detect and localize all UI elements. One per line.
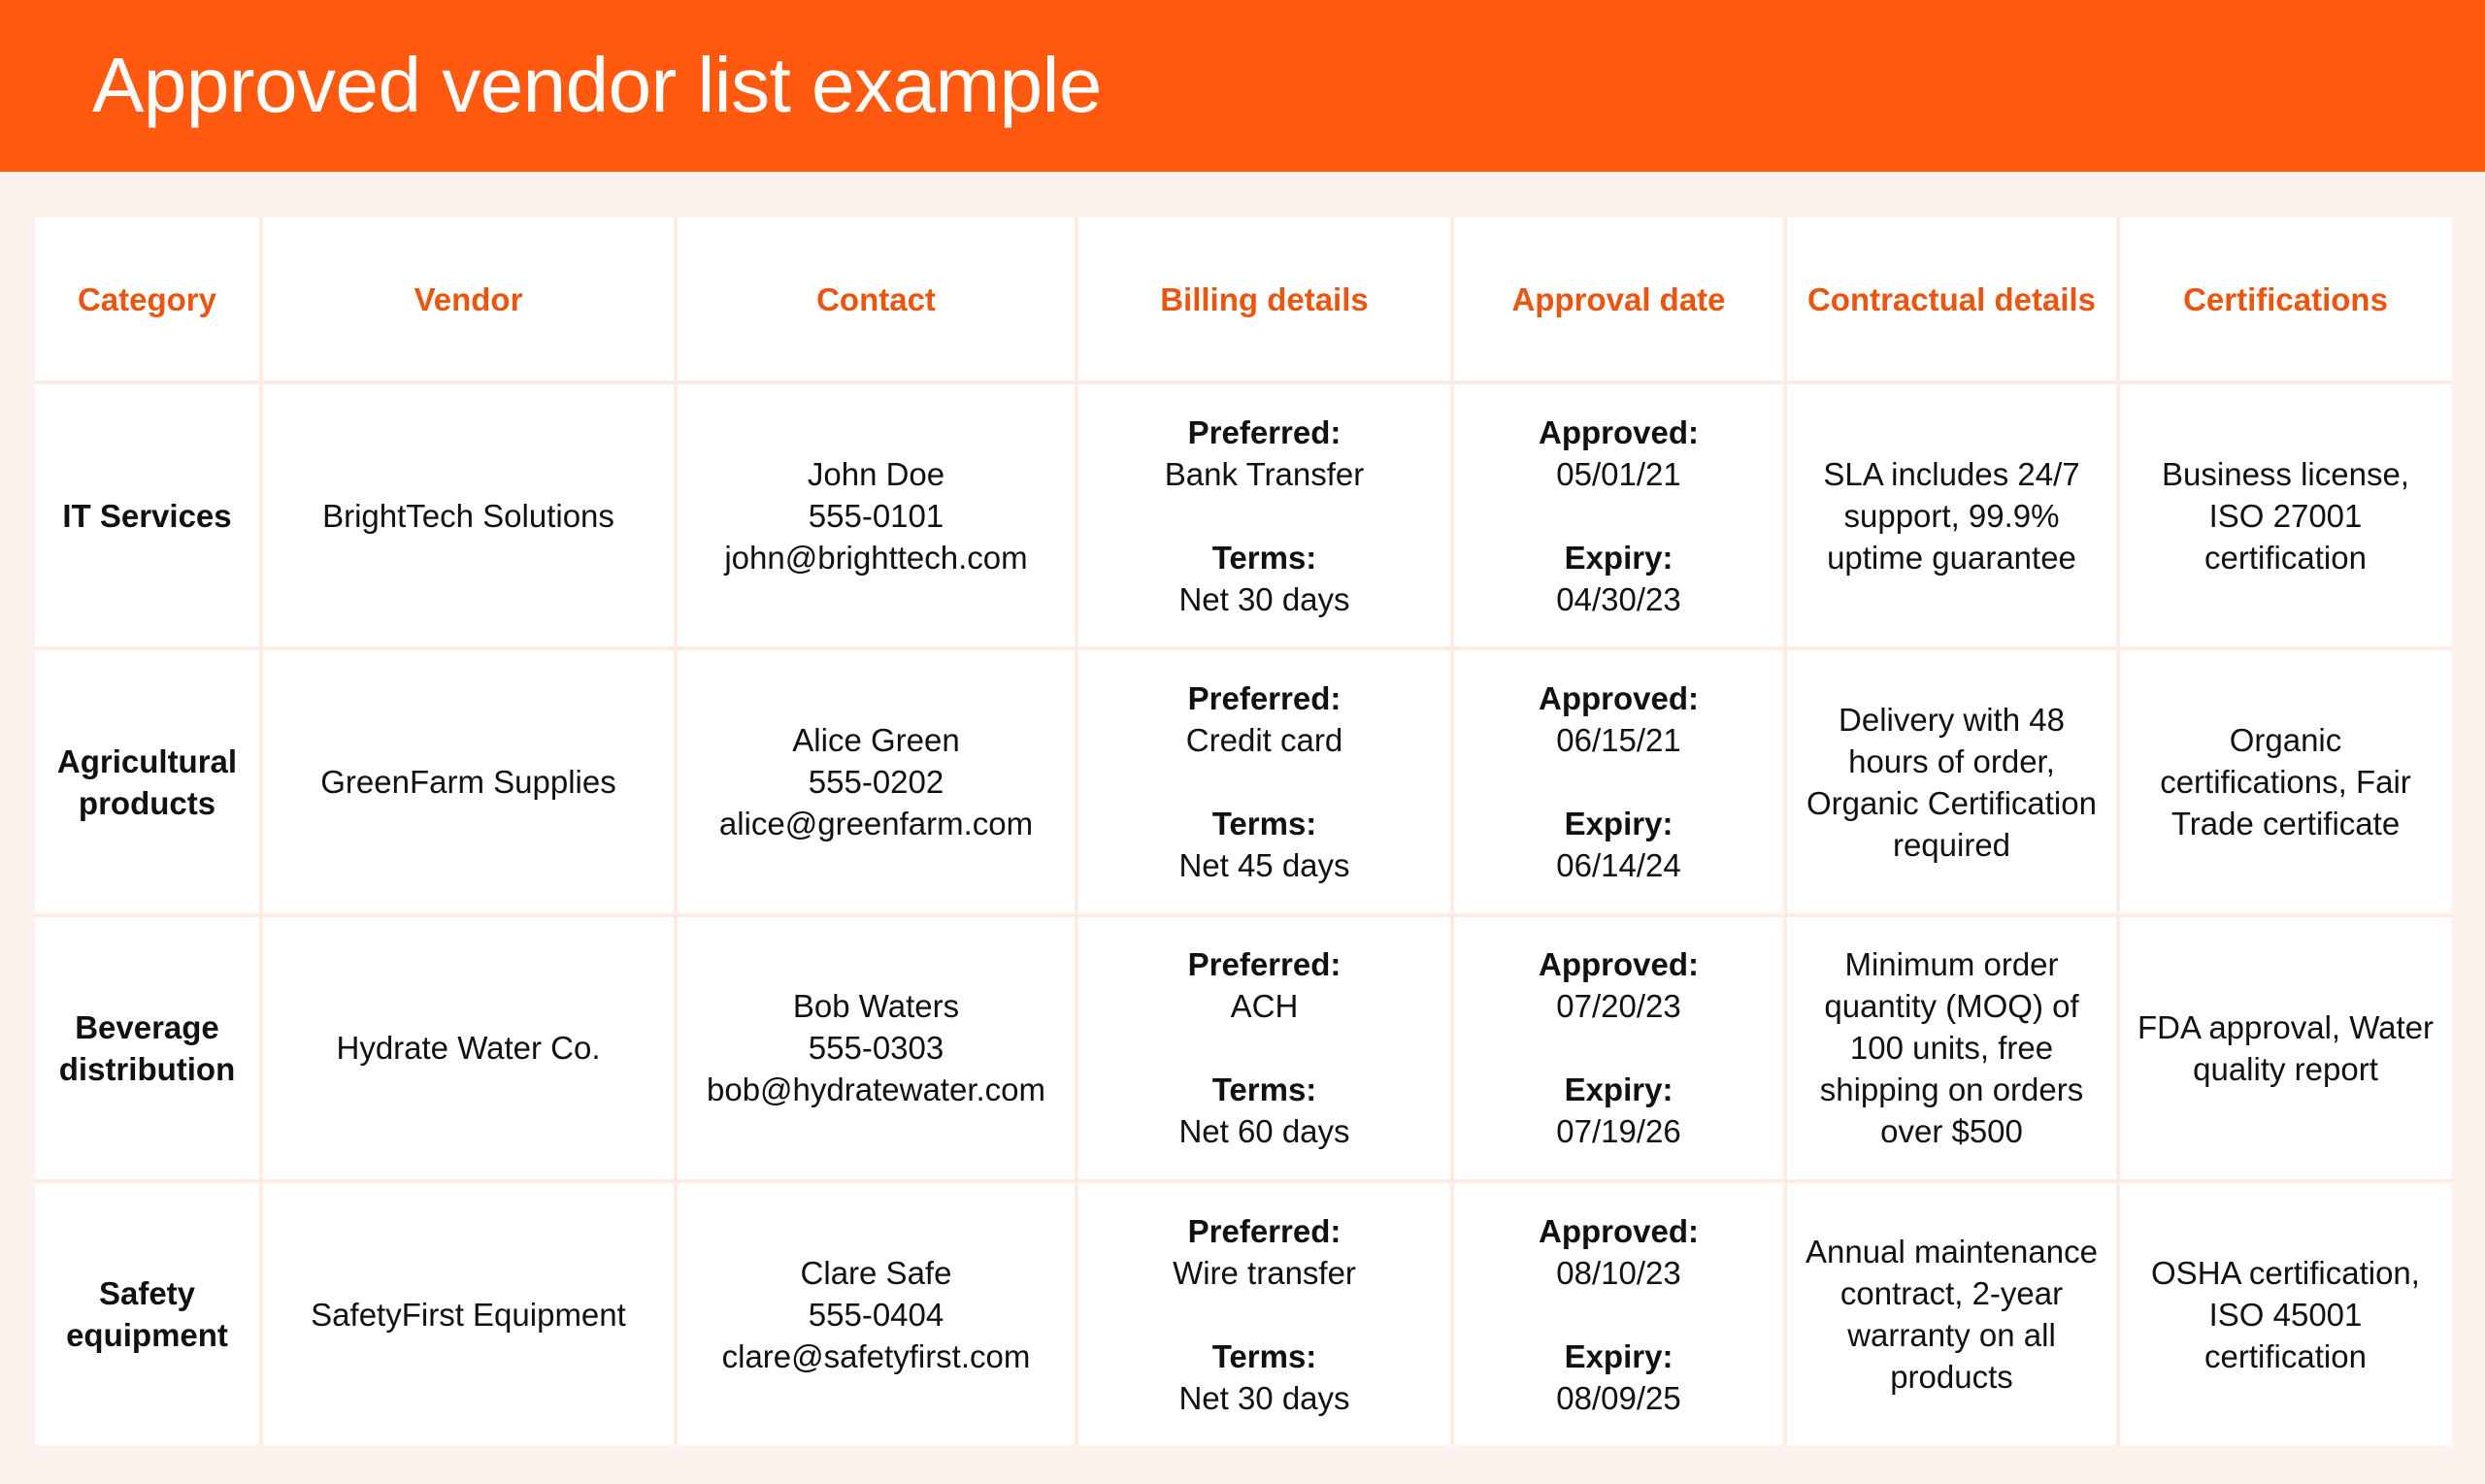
contract-cell: Minimum order quantity (MOQ) of 100 unit… [1783,912,2120,1184]
vendor-cell: BrightTech Solutions [259,379,678,651]
approval-cell: Approved: 05/01/21 Expiry: 04/30/23 [1450,379,1787,651]
contact-cell: Bob Waters 555-0303 bob@hydratewater.com [674,912,1078,1184]
approved-date: 05/01/21 [1556,455,1681,492]
approved-label: Approved: [1539,680,1699,717]
contact-cell: Clare Safe 555-0404 clare@safetyfirst.com [674,1179,1078,1445]
expiry-date: 07/19/26 [1556,1113,1681,1150]
column-header-contractual: Contractual details [1783,217,2120,384]
preferred-label: Preferred: [1187,680,1342,717]
table-row: IT Services BrightTech Solutions John Doe 5… [35,379,2451,651]
contact-phone: 555-0202 [808,764,944,801]
table-row: Safety equipment SafetyFirst Equipment Cla… [35,1179,2451,1445]
approved-label: Approved: [1539,946,1699,983]
category-cell: Beverage distribution [35,912,263,1184]
expiry-label: Expiry: [1564,806,1673,842]
payment-terms: Net 30 days [1178,1379,1350,1416]
certifications-cell: Organic certifications, Fair Trade certi… [2116,646,2451,917]
category-cell: IT Services [35,379,263,651]
vendor-cell: GreenFarm Supplies [259,646,678,917]
category-cell: Agricultural products [35,646,263,917]
approval-cell: Approved: 07/20/23 Expiry: 07/19/26 [1450,912,1787,1184]
spacer [1094,495,1435,537]
spacer [1094,761,1435,803]
expiry-label: Expiry: [1564,1337,1673,1374]
terms-label: Terms: [1211,1337,1317,1374]
spacer [1470,495,1768,537]
certifications-cell: OSHA certification, ISO 45001 certificat… [2116,1179,2451,1445]
title-banner: Approved vendor list example [0,0,2485,172]
contract-cell: Annual maintenance contract, 2-year warr… [1783,1179,2120,1445]
preferred-method: Credit card [1185,722,1343,759]
payment-terms: Net 45 days [1178,847,1350,884]
preferred-method: Wire transfer [1173,1254,1356,1291]
expiry-date: 08/09/25 [1556,1379,1681,1416]
contact-phone: 555-0101 [808,497,944,534]
contact-email: clare@safetyfirst.com [721,1337,1031,1374]
contract-cell: SLA includes 24/7 support, 99.9% uptime … [1783,379,2120,651]
preferred-label: Preferred: [1187,1212,1342,1249]
column-header-billing: Billing details [1075,217,1454,384]
vendor-cell: SafetyFirst Equipment [259,1179,678,1445]
contact-phone: 555-0303 [808,1030,944,1067]
payment-terms: Net 60 days [1178,1113,1350,1150]
spacer [1470,1027,1768,1069]
expiry-date: 04/30/23 [1556,580,1681,617]
billing-cell: Preferred: ACH Terms: Net 60 days [1075,912,1454,1184]
approval-cell: Approved: 06/15/21 Expiry: 06/14/24 [1450,646,1787,917]
column-header-category: Category [35,217,263,384]
column-header-contact: Contact [674,217,1078,384]
contact-email: john@brighttech.com [724,539,1028,576]
column-header-certifications: Certifications [2116,217,2451,384]
approved-date: 07/20/23 [1556,988,1681,1025]
preferred-method: ACH [1230,988,1299,1025]
contact-name: Clare Safe [800,1254,952,1291]
spacer [1094,1027,1435,1069]
column-header-approval-date: Approval date [1450,217,1787,384]
preferred-method: Bank Transfer [1164,455,1365,492]
spacer [1094,1294,1435,1336]
contact-name: John Doe [807,455,945,492]
spacer [1470,1294,1768,1336]
contact-phone: 555-0404 [808,1296,944,1333]
vendor-table-card: Category Vendor Contact Billing details … [35,217,2451,1445]
category-cell: Safety equipment [35,1179,263,1445]
table-header-row: Category Vendor Contact Billing details … [35,217,2451,384]
approved-date: 08/10/23 [1556,1254,1681,1291]
contact-name: Alice Green [792,722,960,759]
contact-name: Bob Waters [792,988,960,1025]
vendor-cell: Hydrate Water Co. [259,912,678,1184]
billing-cell: Preferred: Wire transfer Terms: Net 30 days [1075,1179,1454,1445]
billing-cell: Preferred: Bank Transfer Terms: Net 30 days [1075,379,1454,651]
payment-terms: Net 30 days [1178,580,1350,617]
certifications-cell: Business license, ISO 27001 certificatio… [2116,379,2451,651]
contact-cell: Alice Green 555-0202 alice@greenfarm.com [674,646,1078,917]
billing-cell: Preferred: Credit card Terms: Net 45 days [1075,646,1454,917]
approval-cell: Approved: 08/10/23 Expiry: 08/09/25 [1450,1179,1787,1445]
contact-email: alice@greenfarm.com [718,806,1034,842]
terms-label: Terms: [1211,539,1317,576]
vendor-table: Category Vendor Contact Billing details … [35,217,2451,1445]
expiry-date: 06/14/24 [1556,847,1681,884]
terms-label: Terms: [1211,806,1317,842]
terms-label: Terms: [1211,1072,1317,1108]
column-header-vendor: Vendor [259,217,678,384]
approved-label: Approved: [1539,413,1699,450]
page-title: Approved vendor list example [92,42,1102,128]
spacer [1470,761,1768,803]
table-row: Agricultural products GreenFarm Supplies A… [35,646,2451,917]
contact-cell: John Doe 555-0101 john@brighttech.com [674,379,1078,651]
contract-cell: Delivery with 48 hours of order, Organic… [1783,646,2120,917]
preferred-label: Preferred: [1187,946,1342,983]
approved-label: Approved: [1539,1212,1699,1249]
preferred-label: Preferred: [1187,413,1342,450]
certifications-cell: FDA approval, Water quality report [2116,912,2451,1184]
contact-email: bob@hydratewater.com [706,1072,1045,1108]
table-row: Beverage distribution Hydrate Water Co. Bo… [35,912,2451,1184]
approved-date: 06/15/21 [1556,722,1681,759]
expiry-label: Expiry: [1564,1072,1673,1108]
expiry-label: Expiry: [1564,539,1673,576]
